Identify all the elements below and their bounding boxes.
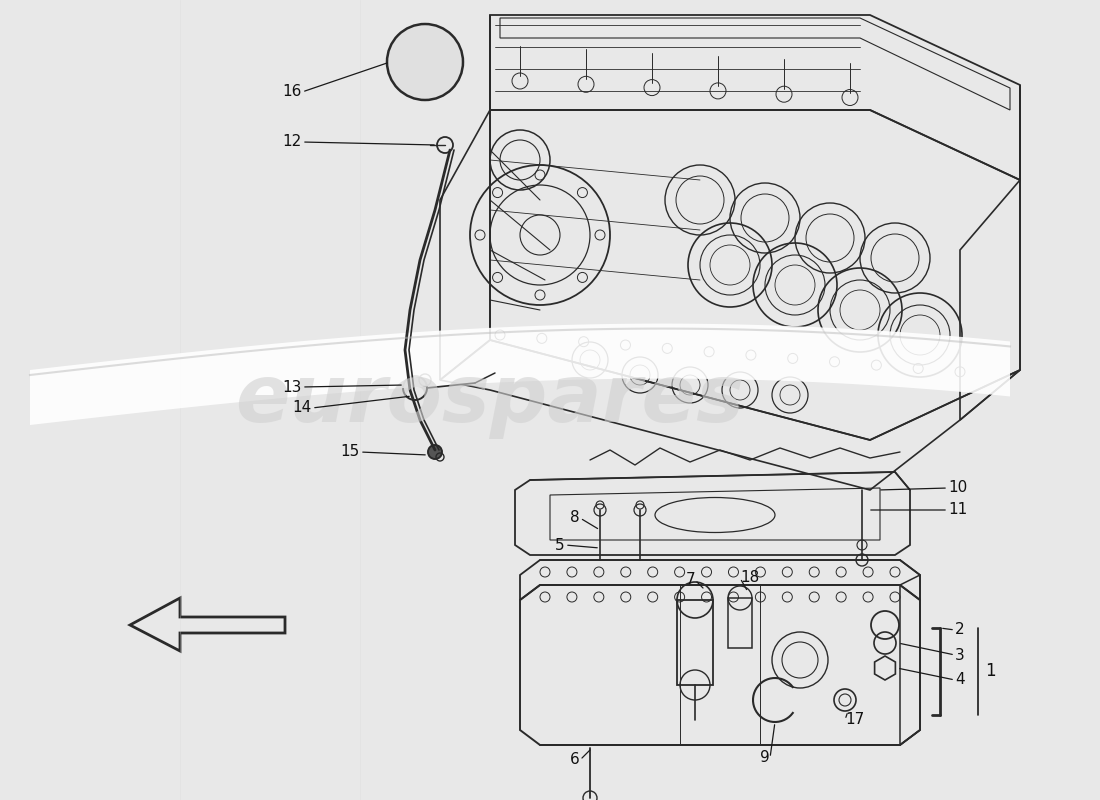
Text: 10: 10 xyxy=(948,481,967,495)
Text: 13: 13 xyxy=(283,379,302,394)
Text: 9: 9 xyxy=(760,750,770,766)
Text: 17: 17 xyxy=(845,713,865,727)
Text: 7: 7 xyxy=(685,573,695,587)
Text: 3: 3 xyxy=(955,647,965,662)
Polygon shape xyxy=(30,323,1010,425)
Text: 8: 8 xyxy=(571,510,580,526)
Circle shape xyxy=(387,24,463,100)
Text: 15: 15 xyxy=(341,445,360,459)
Text: eurospares: eurospares xyxy=(235,361,745,439)
Text: 12: 12 xyxy=(283,134,302,150)
Text: 14: 14 xyxy=(293,401,312,415)
Circle shape xyxy=(428,445,442,459)
Text: 11: 11 xyxy=(948,502,967,518)
Text: 4: 4 xyxy=(955,673,965,687)
Text: 16: 16 xyxy=(283,85,302,99)
Text: 6: 6 xyxy=(570,753,580,767)
Text: 5: 5 xyxy=(556,538,565,553)
Text: 2: 2 xyxy=(955,622,965,638)
Text: 18: 18 xyxy=(740,570,759,586)
Text: 1: 1 xyxy=(984,662,996,680)
